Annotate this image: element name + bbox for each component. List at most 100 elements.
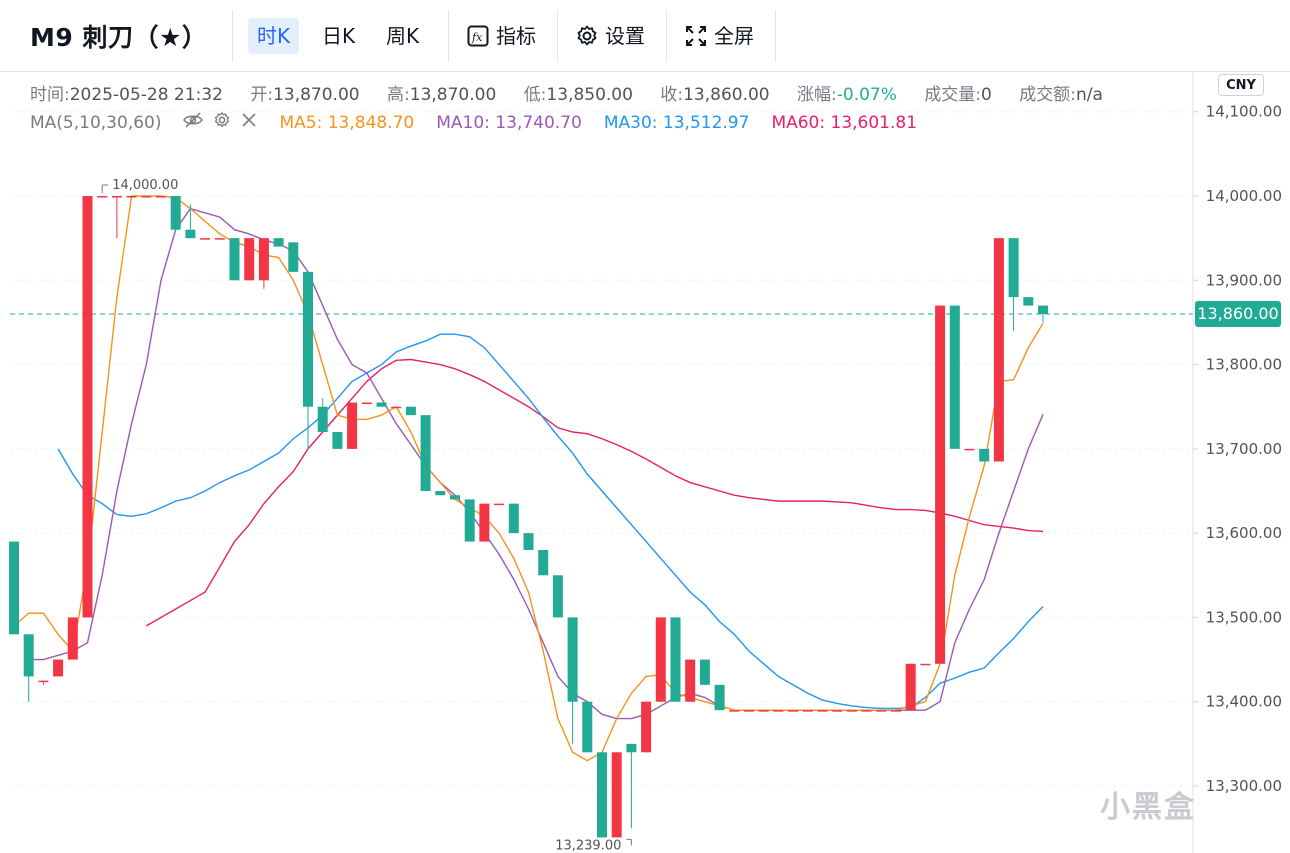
candle [552,575,563,618]
fullscreen-button[interactable]: 全屏 [684,18,754,54]
close-icon[interactable] [241,112,257,133]
candle-body [744,710,754,712]
ma5-value: MA5: 13,848.70 [279,112,415,133]
candle-body [641,701,652,753]
timeframe-hour-tab[interactable]: 时K [248,18,300,54]
candle-body [538,550,549,576]
last-price-label: 13,860.00 [1195,301,1281,327]
candle-body [126,196,137,198]
candle [376,402,387,407]
candlestick-chart[interactable]: 14,000.00 13,239.00 14,100.00 14,000.00 13,… [0,72,1290,853]
ma60-line-group [145,358,1044,627]
candle-body [1038,305,1048,314]
candle [1008,238,1019,331]
candle [935,305,946,664]
max-marker [101,184,109,193]
candle-body [391,406,402,409]
candle [200,238,211,240]
candle [567,617,578,744]
candle-body [53,659,64,677]
candle [9,541,19,635]
toolbar-divider [232,10,233,62]
candle-body [567,617,578,702]
y-axis: 14,100.00 14,000.00 13,900.00 13,800.00 13,7… [1192,72,1282,853]
candle [141,196,152,198]
toolbar-divider [666,10,667,62]
candle-body [714,684,725,711]
candle-body [494,503,505,506]
candle [332,432,343,449]
candle [391,406,402,409]
fx-icon: fx [466,24,490,48]
candle [97,196,108,198]
candle-body [655,617,666,702]
settings-button[interactable]: 设置 [575,18,645,54]
ma-legend-label: MA(5,10,30,60) [30,112,162,133]
ma60-line [145,358,1044,627]
candle [876,710,887,712]
candle [714,684,725,711]
candle-body [464,499,475,542]
candle [729,710,740,712]
annotations-group: 14,000.00 13,239.00 [101,178,632,853]
fullscreen-label: 全屏 [714,24,754,48]
candle-body [38,680,49,683]
ma-legend: MA(5,10,30,60) MA5: 13,848.70 MA10: 13,7… [30,111,917,134]
amount-key: 成交额: [1019,85,1077,105]
candle-body [582,701,593,753]
ma10-line-group [28,207,1044,720]
change-value: -0.07% [836,85,897,105]
ma10-line [28,207,1044,720]
candle-body [846,710,857,712]
ma30-line-group [57,333,1044,710]
eye-off-icon[interactable] [183,112,204,133]
candle [920,663,931,666]
y-tick-label: 13,900.00 [1206,271,1282,289]
max-price-label: 14,000.00 [112,178,178,193]
candle-body [67,617,78,660]
volume-key: 成交量: [924,85,982,105]
candle-body [699,659,710,685]
candle [523,533,534,550]
min-price-label: 13,239.00 [555,838,621,853]
timeframe-week-tab[interactable]: 周K [386,24,420,48]
candle-body [23,634,34,677]
candle-body [905,663,916,711]
currency-button[interactable]: CNY [1218,74,1264,96]
candle-body [523,533,534,550]
volume-value: 0 [981,85,992,105]
gear-icon[interactable] [213,111,231,134]
candle-body [317,406,328,432]
candle-body [949,305,960,449]
candle-body [861,710,872,712]
min-marker [626,838,632,846]
indicators-label: 指标 [496,24,536,48]
candle [699,659,710,685]
gear-icon [575,24,599,48]
candle-body [964,448,975,451]
candle [1023,297,1034,306]
candle [53,659,64,677]
candle [655,617,666,702]
watermark: 小黑盒 [1100,790,1196,825]
candle [67,617,78,660]
toolbar-divider [557,10,558,62]
timeframe-day-tab[interactable]: 日K [322,24,356,48]
high-key: 高: [387,85,410,105]
candle [685,659,696,702]
candle-body [273,238,284,247]
candle [185,204,196,239]
candle-body [347,402,358,449]
candle [846,710,857,712]
candle-body [758,710,769,712]
candle [38,680,49,685]
candle [1038,305,1048,323]
candle-body [288,242,299,272]
candle [229,238,240,281]
indicators-button[interactable]: fx 指标 [466,18,536,54]
candle [538,550,549,576]
change-key: 涨幅: [797,85,837,105]
candle-body [229,238,240,281]
candle [347,402,358,449]
low-value: 13,850.00 [546,85,633,105]
